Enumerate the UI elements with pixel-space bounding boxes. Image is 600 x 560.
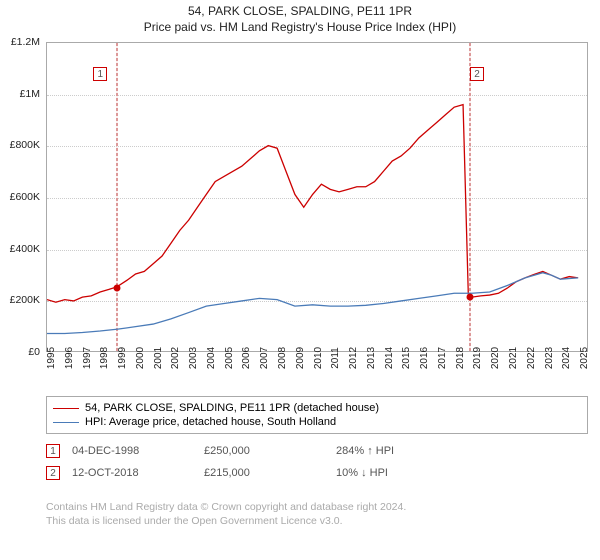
- series-svg: [47, 43, 587, 351]
- sale-price: £250,000: [204, 445, 324, 457]
- sale-marker-box: 1: [93, 67, 107, 81]
- legend-swatch: [53, 422, 79, 423]
- sale-row: 1 04-DEC-1998 £250,000 284% ↑ HPI: [46, 440, 588, 462]
- y-tick-label: £1M: [20, 88, 40, 100]
- sale-row: 2 12-OCT-2018 £215,000 10% ↓ HPI: [46, 462, 588, 484]
- series-line: [47, 273, 578, 334]
- y-tick-label: £1.2M: [11, 36, 40, 48]
- series-line: [47, 105, 578, 303]
- legend-swatch: [53, 408, 79, 409]
- sale-price: £215,000: [204, 467, 324, 479]
- y-tick-label: £800K: [10, 139, 40, 151]
- plot-area: 12: [46, 42, 588, 352]
- y-tick-label: £200K: [10, 294, 40, 306]
- y-tick-label: £400K: [10, 243, 40, 255]
- sale-date: 12-OCT-2018: [72, 467, 192, 479]
- sale-marker-box: 2: [470, 67, 484, 81]
- sale-date: 04-DEC-1998: [72, 445, 192, 457]
- chart-title: 54, PARK CLOSE, SPALDING, PE11 1PR: [0, 0, 600, 18]
- legend: 54, PARK CLOSE, SPALDING, PE11 1PR (deta…: [46, 396, 588, 434]
- y-axis: £0£200K£400K£600K£800K£1M£1.2M: [0, 42, 44, 352]
- x-axis: 1995199619971998199920002001200220032004…: [46, 354, 588, 394]
- sales-table: 1 04-DEC-1998 £250,000 284% ↑ HPI 2 12-OCT-20…: [46, 440, 588, 484]
- legend-label: HPI: Average price, detached house, Sout…: [85, 416, 336, 428]
- sale-change: 10% ↓ HPI: [336, 467, 456, 479]
- attribution: Contains HM Land Registry data © Crown c…: [46, 500, 588, 528]
- sale-change: 284% ↑ HPI: [336, 445, 456, 457]
- sale-dot: [114, 285, 121, 292]
- attribution-line-1: Contains HM Land Registry data © Crown c…: [46, 500, 588, 514]
- legend-row: 54, PARK CLOSE, SPALDING, PE11 1PR (deta…: [53, 401, 581, 415]
- legend-row: HPI: Average price, detached house, Sout…: [53, 415, 581, 429]
- attribution-line-2: This data is licensed under the Open Gov…: [46, 514, 588, 528]
- y-tick-label: £600K: [10, 191, 40, 203]
- legend-label: 54, PARK CLOSE, SPALDING, PE11 1PR (deta…: [85, 402, 379, 414]
- sale-dot: [466, 294, 473, 301]
- sale-row-marker: 2: [46, 466, 60, 480]
- y-tick-label: £0: [28, 346, 40, 358]
- sale-row-marker: 1: [46, 444, 60, 458]
- chart-container: 54, PARK CLOSE, SPALDING, PE11 1PR Price…: [0, 0, 600, 560]
- chart-subtitle: Price paid vs. HM Land Registry's House …: [0, 18, 600, 36]
